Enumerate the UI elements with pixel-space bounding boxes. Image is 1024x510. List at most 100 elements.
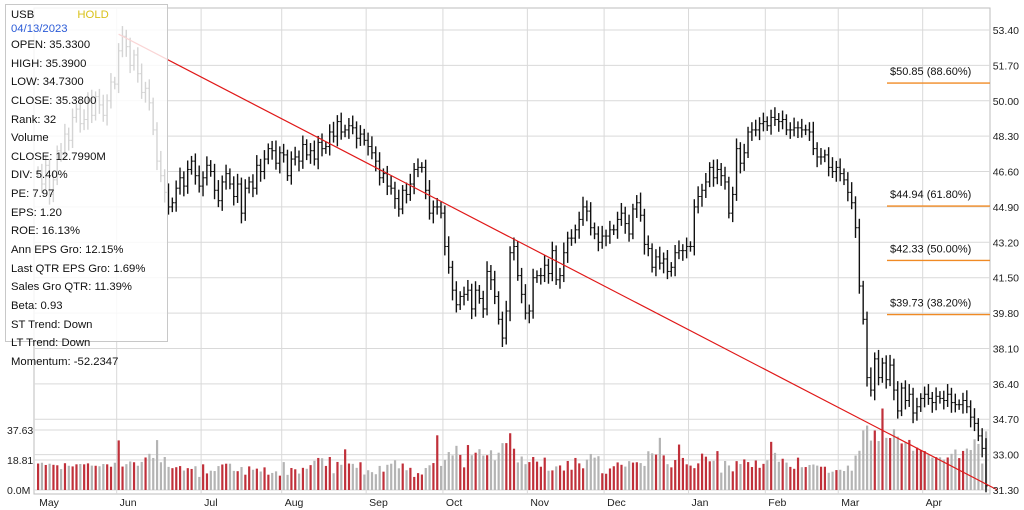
- price-tick-label: 39.80: [993, 308, 1019, 320]
- volume-bar: [259, 471, 262, 490]
- price-tick-label: 43.20: [993, 237, 1019, 249]
- volume-bar: [129, 461, 132, 490]
- volume-bar: [155, 440, 159, 490]
- volume-bar: [505, 443, 508, 490]
- volume-bar: [716, 451, 719, 490]
- volume-bar: [850, 470, 853, 490]
- volume-bar: [762, 463, 765, 490]
- volume-bar: [317, 457, 320, 490]
- volume-bar: [328, 456, 331, 490]
- volume-bar: [305, 468, 308, 490]
- volume-bar: [685, 464, 688, 490]
- volume-bar: [416, 473, 420, 490]
- volume-bar: [240, 467, 243, 490]
- volume-bar: [286, 474, 289, 490]
- volume-bar: [889, 438, 892, 490]
- volume-bar: [551, 470, 554, 490]
- volume-bar: [812, 464, 815, 490]
- month-tick-label: Aug: [285, 497, 304, 509]
- volume-bar: [904, 442, 907, 490]
- quote-stat-row: HIGH: 35.3900: [11, 57, 87, 70]
- quote-stats: OPEN: 35.3300 HIGH: 35.3900 LOW: 34.7300 CL…: [11, 36, 167, 372]
- volume-bar: [735, 461, 738, 490]
- volume-bar: [912, 450, 915, 490]
- month-tick-label: Nov: [530, 497, 549, 509]
- volume-bar: [443, 459, 447, 490]
- volume-bar: [639, 463, 642, 490]
- volume-bar: [574, 457, 577, 490]
- volume-bar: [363, 474, 366, 490]
- quote-stat-row: ST Trend: Down: [11, 318, 93, 331]
- volume-bar: [60, 469, 63, 490]
- fib-label: $39.73 (38.20%): [890, 298, 971, 310]
- volume-bar: [347, 463, 351, 490]
- chart-axes: 53.40 51.70 50.00 48.30 46.60 44.90 43.20 41.50…: [7, 25, 1019, 509]
- volume-bar: [942, 459, 945, 490]
- quote-stat-row: EPS: 1.20: [11, 206, 62, 219]
- volume-bar: [758, 467, 761, 490]
- volume-bar: [578, 463, 581, 490]
- volume-tick-label: 0.0M: [7, 485, 30, 497]
- volume-bar: [977, 443, 980, 490]
- quote-stat-row: PE: 7.97: [11, 188, 55, 201]
- volume-bar: [612, 466, 615, 490]
- volume-bar: [597, 456, 600, 490]
- quote-stat-row: Rank: 32: [11, 113, 57, 126]
- volume-bar: [915, 447, 919, 490]
- volume-bar: [731, 471, 734, 490]
- volume-bar: [225, 463, 228, 490]
- volume-bar: [789, 466, 792, 490]
- volume-bar: [919, 449, 922, 490]
- volume-bar: [608, 468, 612, 490]
- quote-stat-row: Ann EPS Gro: 12.15%: [11, 244, 124, 257]
- volume-bar: [927, 454, 930, 490]
- volume-bar: [205, 473, 209, 490]
- month-tick-label: Jun: [120, 497, 137, 509]
- volume-bar: [167, 466, 170, 490]
- volume-bar: [796, 457, 800, 490]
- volume-bar: [866, 425, 869, 490]
- volume-bar: [274, 471, 278, 490]
- volume-bar: [631, 462, 635, 490]
- volume-bar: [528, 462, 531, 490]
- volume-bar: [539, 466, 542, 490]
- fibonacci-levels: $50.85 (88.60%) $44.94 (61.80%) $42.33 (50…: [887, 66, 990, 316]
- volume-bar: [754, 460, 757, 490]
- volume-bar: [908, 439, 911, 490]
- volume-bar: [524, 464, 527, 490]
- volume-bar: [236, 471, 239, 490]
- quote-stat-row: Beta: 0.93: [11, 299, 63, 312]
- volume-bar: [835, 470, 838, 490]
- volume-bar: [720, 472, 723, 490]
- volume-bar: [98, 466, 101, 490]
- volume-bar: [79, 464, 82, 490]
- volume-bar: [712, 460, 715, 490]
- quote-info-panel: USB HOLD 04/13/2023 OPEN: 35.3300 HIGH: 3…: [5, 4, 168, 368]
- volume-bar: [708, 461, 711, 490]
- volume-bar: [635, 462, 638, 490]
- volume-bar: [370, 472, 374, 490]
- price-tick-label: 34.70: [993, 414, 1019, 426]
- volume-bar: [48, 463, 51, 490]
- price-tick-label: 50.00: [993, 96, 1019, 108]
- volume-bar: [727, 465, 731, 490]
- fib-label: $42.33 (50.00%): [890, 243, 971, 255]
- price-tick-label: 53.40: [993, 25, 1019, 37]
- volume-bar: [90, 465, 93, 490]
- volume-bar: [535, 461, 539, 490]
- volume-bar: [689, 465, 692, 490]
- volume-bar: [401, 463, 404, 490]
- volume-bar: [819, 466, 823, 490]
- volume-bar: [923, 451, 926, 490]
- plot-frame: [33, 7, 991, 495]
- volume-bar: [804, 467, 807, 490]
- volume-bar: [969, 449, 972, 490]
- month-tick-label: Sep: [369, 497, 388, 509]
- volume-bar: [83, 464, 86, 490]
- volume-bar: [202, 464, 205, 490]
- volume-bar: [677, 444, 681, 490]
- volume-bar: [340, 464, 343, 490]
- volume-bar: [367, 470, 370, 490]
- volume-bar: [182, 470, 186, 490]
- volume-bar: [451, 455, 454, 490]
